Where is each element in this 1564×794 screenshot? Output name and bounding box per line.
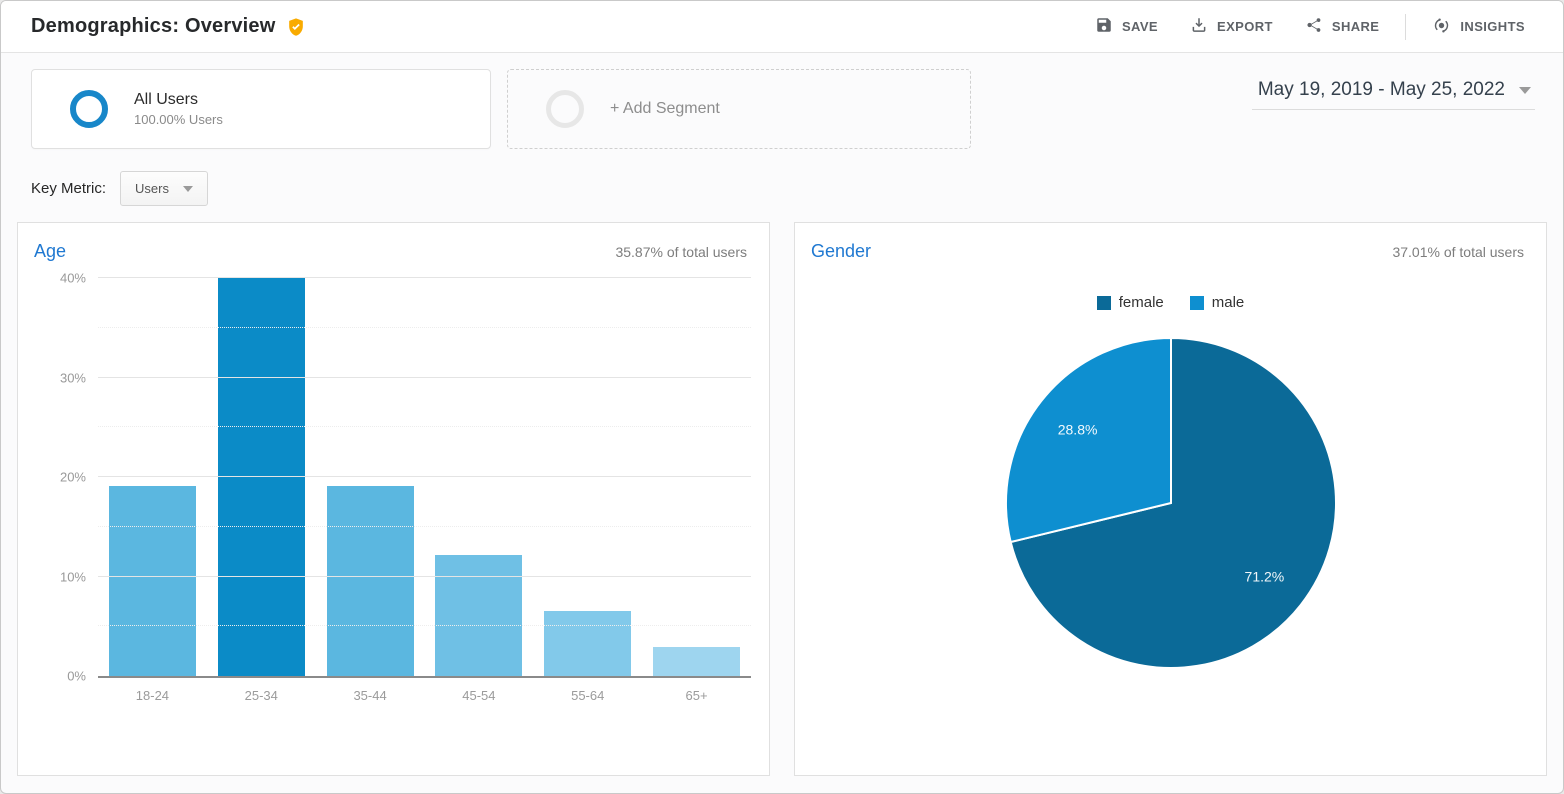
gender-pie-wrap: 71.2% 28.8% <box>795 333 1546 673</box>
chevron-down-icon <box>1519 86 1531 94</box>
export-button[interactable]: EXPORT <box>1178 8 1285 45</box>
legend-label-female: female <box>1118 294 1164 311</box>
bar-45-54[interactable] <box>435 554 523 676</box>
key-metric-value: Users <box>135 181 169 196</box>
x-axis-label: 18-24 <box>135 688 170 703</box>
bar-65+[interactable] <box>653 647 741 676</box>
x-axis-label: 65+ <box>685 688 708 703</box>
key-metric-dropdown[interactable]: Users <box>120 171 208 206</box>
bar-55-64[interactable] <box>544 611 632 676</box>
all-users-segment[interactable]: All Users 100.00% Users <box>31 69 491 149</box>
pie-slice-male[interactable] <box>1004 336 1172 544</box>
header-bar: Demographics: Overview SAVE <box>1 1 1563 53</box>
y-axis-label: 20% <box>59 469 86 485</box>
gridline <box>98 525 751 527</box>
save-label: SAVE <box>1121 19 1159 34</box>
insights-icon <box>1432 16 1451 38</box>
export-icon <box>1190 16 1208 37</box>
y-axis-label: 30% <box>59 370 86 385</box>
bar-slot <box>424 278 533 676</box>
insights-label: INSIGHTS <box>1460 19 1525 34</box>
bar-slot <box>98 278 207 676</box>
x-axis-label: 35-44 <box>353 688 387 703</box>
age-panel-title[interactable]: Age <box>34 241 67 261</box>
legend-item-male: male <box>1189 294 1245 311</box>
x-axis-label: 25-34 <box>244 688 278 703</box>
gridline <box>98 376 751 378</box>
verified-shield-icon <box>286 17 306 37</box>
gridline <box>98 426 751 428</box>
gridline <box>98 326 751 328</box>
age-panel: Age 35.87% of total users 0% 10% 20% 30% 40%… <box>17 222 770 776</box>
add-segment-ring-icon <box>546 90 584 128</box>
page-title: Demographics: Overview <box>31 15 276 37</box>
gridline <box>98 625 751 627</box>
bar-slot <box>316 278 425 676</box>
bar-slot <box>642 278 751 676</box>
age-plot-wrap: 0% 10% 20% 30% 40% 18-24 25-34 35-44 45-54 55-64… <box>60 271 751 703</box>
gender-percent-of-total: 37.01% of total users <box>1392 244 1524 260</box>
gridline <box>98 277 751 278</box>
save-icon <box>1095 16 1113 37</box>
male-swatch-icon <box>1189 295 1204 310</box>
gender-panel: Gender 37.01% of total users female male… <box>794 222 1547 776</box>
bar-slot <box>533 278 642 676</box>
header-actions: SAVE EXPORT SHARE <box>1083 8 1537 46</box>
save-button[interactable]: SAVE <box>1083 8 1170 45</box>
gender-legend: female male <box>795 294 1546 311</box>
insights-button[interactable]: INSIGHTS <box>1420 8 1537 46</box>
segment-subtitle: 100.00% Users <box>134 112 223 127</box>
add-segment-label: + Add Segment <box>610 100 720 117</box>
segment-row: All Users 100.00% Users + Add Segment Ma… <box>31 69 1535 149</box>
age-bar-chart: 0% 10% 20% 30% 40% 18-24 25-34 35-44 45-54 55-64… <box>18 268 769 703</box>
age-x-axis: 18-24 25-34 35-44 45-54 55-64 65+ <box>98 688 751 703</box>
legend-label-male: male <box>1211 294 1245 311</box>
date-range-picker[interactable]: May 19, 2019 - May 25, 2022 <box>1251 69 1535 110</box>
y-axis-label: 10% <box>59 569 86 584</box>
share-icon <box>1305 16 1323 37</box>
y-axis-label: 40% <box>59 270 86 286</box>
age-panel-header: Age 35.87% of total users <box>18 223 769 268</box>
age-percent-of-total: 35.87% of total users <box>615 244 747 260</box>
charts-row: Age 35.87% of total users 0% 10% 20% 30% 40%… <box>17 222 1547 776</box>
gridline <box>98 476 751 477</box>
bar-slot <box>207 278 316 676</box>
key-metric-row: Key Metric: Users <box>31 171 1533 206</box>
y-axis-label: 0% <box>67 668 86 684</box>
age-bars <box>98 278 751 676</box>
key-metric-label: Key Metric: <box>31 180 107 197</box>
segment-ring-icon <box>70 90 108 128</box>
chevron-down-icon <box>182 185 193 192</box>
bar-25-34[interactable] <box>217 278 305 676</box>
bar-35-44[interactable] <box>326 485 414 676</box>
bar-18-24[interactable] <box>108 485 196 676</box>
share-label: SHARE <box>1331 19 1380 34</box>
gender-pie-svg: 71.2% 28.8% <box>1004 336 1337 669</box>
x-axis-label: 45-54 <box>462 688 496 703</box>
segment-text: All Users 100.00% Users <box>134 91 223 127</box>
share-button[interactable]: SHARE <box>1293 8 1392 45</box>
female-swatch-icon <box>1096 295 1111 310</box>
pie-slice-label: 28.8% <box>1057 422 1097 438</box>
date-range-text: May 19, 2019 - May 25, 2022 <box>1257 79 1505 100</box>
add-segment-button[interactable]: + Add Segment <box>507 69 971 149</box>
pie-slice-female[interactable] <box>1008 336 1337 669</box>
gender-panel-title[interactable]: Gender <box>811 241 872 261</box>
header-divider <box>1405 13 1407 40</box>
gender-panel-header: Gender 37.01% of total users <box>795 223 1546 268</box>
segment-title: All Users <box>134 91 199 108</box>
age-plot-area: 0% 10% 20% 30% 40% <box>60 271 751 684</box>
gridline <box>98 575 751 577</box>
x-axis-label: 55-64 <box>571 688 605 703</box>
pie-slice-label: 71.2% <box>1244 568 1284 584</box>
export-label: EXPORT <box>1217 19 1273 34</box>
legend-item-female: female <box>1096 294 1164 311</box>
